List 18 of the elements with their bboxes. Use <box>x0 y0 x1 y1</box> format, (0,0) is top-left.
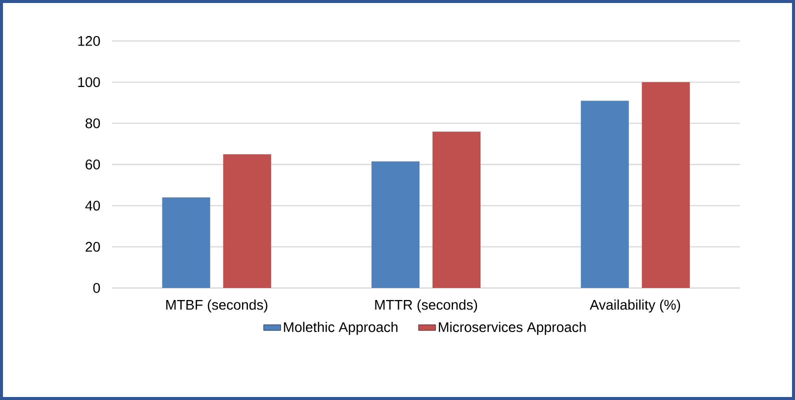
y-tick-label: 0 <box>93 283 100 293</box>
y-tick-label: 20 <box>86 242 100 252</box>
x-tick-label: MTTR (seconds) <box>375 300 478 313</box>
y-tick-label: 40 <box>85 200 100 211</box>
bar <box>432 132 481 288</box>
bar <box>580 100 629 288</box>
bar <box>642 82 690 288</box>
x-tick-label: MTBF (seconds) <box>166 300 268 313</box>
y-tick-label: 120 <box>78 36 100 46</box>
legend-label: Microservices Approach <box>438 322 586 335</box>
y-tick-label: 80 <box>86 118 100 128</box>
legend-label: Molethic Approach <box>284 322 398 335</box>
bar <box>372 161 420 288</box>
bar <box>162 197 210 288</box>
y-tick-label: 100 <box>78 77 100 88</box>
bar <box>223 154 272 288</box>
y-tick-label: 60 <box>86 160 100 170</box>
x-tick-label: Availability (%) <box>590 300 680 313</box>
